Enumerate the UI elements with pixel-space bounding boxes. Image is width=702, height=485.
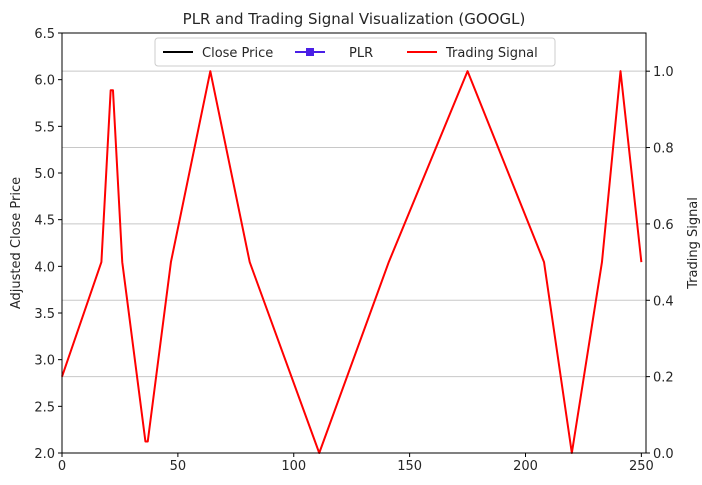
y-tick-label-right: 1.0 [653, 65, 674, 80]
x-tick-label: 100 [281, 459, 306, 474]
y-tick-label-left: 6.0 [34, 74, 55, 89]
legend-frame [154, 37, 556, 67]
series-layer [61, 70, 643, 454]
y-axis-left: 2.0 2.5 3.0 3.5 4.0 4.5 5.0 5.5 6.0 6.5 [34, 27, 62, 462]
y-axis-label-left: Adjusted Close Price [9, 177, 24, 309]
y-tick-label-right: 0.4 [653, 294, 674, 309]
legend-entry-trading-signal: Trading Signal [407, 46, 538, 61]
legend-label-close-price: Close Price [202, 46, 273, 61]
legend: Close Price PLR Trading Signal [154, 37, 556, 67]
y-tick-label-left: 5.0 [34, 167, 55, 182]
y-tick-label-left: 2.0 [34, 447, 55, 462]
y-tick-label-right: 0.0 [653, 447, 674, 462]
legend-label-trading-signal: Trading Signal [445, 46, 538, 61]
x-tick-label: 0 [58, 459, 66, 474]
x-axis: 0 50 100 150 200 250 [58, 453, 654, 474]
y-tick-label-left: 5.5 [34, 120, 55, 135]
x-tick-label: 150 [397, 459, 422, 474]
legend-entry-plr: PLR [295, 46, 373, 61]
y-tick-label-left: 4.0 [34, 260, 55, 275]
legend-entry-close-price: Close Price [163, 46, 273, 61]
chart-title: PLR and Trading Signal Visualization (GO… [183, 10, 526, 28]
plot-frame [61, 32, 647, 454]
y-tick-label-left: 3.5 [34, 307, 55, 322]
y-axis-right: 0.0 0.2 0.4 0.6 0.8 1.0 [646, 65, 674, 462]
y-tick-label-right: 0.8 [653, 142, 674, 157]
y-tick-label-left: 3.0 [34, 354, 55, 369]
y-tick-label-right: 0.6 [653, 218, 674, 233]
legend-marker-plr [306, 48, 314, 56]
series-line-trading-signal [61, 70, 643, 454]
y-axis-label-right: Trading Signal [686, 197, 701, 290]
x-tick-label: 200 [513, 459, 538, 474]
legend-label-plr: PLR [349, 46, 373, 61]
x-tick-label: 50 [170, 459, 187, 474]
y-tick-label-right: 0.2 [653, 371, 674, 386]
y-tick-label-left: 4.5 [34, 214, 55, 229]
y-tick-label-left: 6.5 [34, 27, 55, 42]
x-tick-label: 250 [629, 459, 654, 474]
y-tick-label-left: 2.5 [34, 400, 55, 415]
